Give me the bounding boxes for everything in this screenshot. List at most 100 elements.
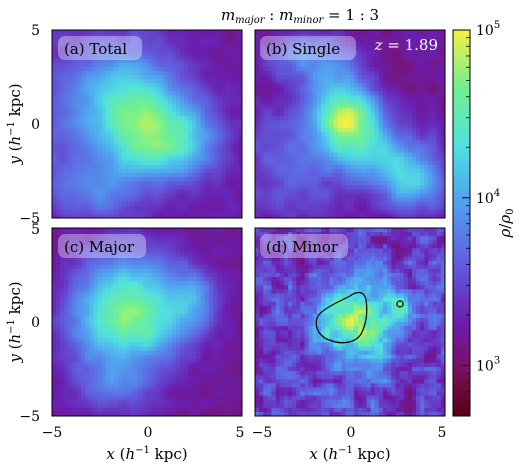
heatmap-cell xyxy=(225,95,231,101)
heatmap-cell xyxy=(159,34,165,39)
heatmap-cell xyxy=(89,70,94,76)
heatmap-cell xyxy=(126,46,132,52)
heatmap-cell xyxy=(432,58,438,64)
heatmap-cell xyxy=(188,140,194,146)
heatmap-cell xyxy=(184,74,189,80)
heatmap-cell xyxy=(208,50,214,56)
heatmap-cell xyxy=(105,30,111,35)
heatmap-cell xyxy=(101,160,107,166)
heatmap-cell xyxy=(391,111,397,117)
heatmap-cell xyxy=(362,103,368,109)
heatmap-cell xyxy=(321,213,326,218)
heatmap-cell xyxy=(283,119,289,125)
heatmap-cell xyxy=(155,54,160,60)
heatmap-cell xyxy=(52,326,57,331)
heatmap-cell xyxy=(159,83,165,88)
heatmap-cell xyxy=(180,164,185,170)
heatmap-cell xyxy=(80,277,86,282)
heatmap-c xyxy=(52,228,242,416)
heatmap-cell xyxy=(296,111,302,117)
heatmap-cell xyxy=(383,185,388,190)
heatmap-cell xyxy=(308,119,314,125)
heatmap-cell xyxy=(204,164,210,170)
heatmap-cell xyxy=(370,181,376,186)
heatmap-cell xyxy=(64,338,70,344)
heatmap-cell xyxy=(159,144,165,150)
heatmap-cell xyxy=(221,140,227,146)
heatmap-cell xyxy=(64,366,70,372)
heatmap-cell xyxy=(416,46,421,52)
heatmap-cell xyxy=(428,205,434,211)
heatmap-cell xyxy=(80,148,86,154)
heatmap-cell xyxy=(64,248,70,254)
heatmap-cell xyxy=(97,322,103,327)
heatmap-cell xyxy=(217,140,222,146)
heatmap-cell xyxy=(300,140,306,146)
heatmap-cell xyxy=(374,46,380,52)
heatmap-cell xyxy=(118,156,123,162)
heatmap-cell xyxy=(217,189,222,195)
heatmap-cell xyxy=(60,197,65,203)
heatmap-cell xyxy=(101,46,107,52)
heatmap-cell xyxy=(354,168,359,174)
heatmap-cell xyxy=(283,152,289,158)
heatmap-cell xyxy=(138,103,144,109)
heatmap-cell xyxy=(60,119,65,125)
heatmap-cell xyxy=(308,193,314,199)
heatmap-cell xyxy=(345,160,351,166)
heatmap-cell xyxy=(85,197,90,203)
heatmap-cell xyxy=(184,107,189,113)
heatmap-cell xyxy=(321,58,326,64)
heatmap-cell xyxy=(292,50,297,56)
heatmap-cell xyxy=(424,209,430,215)
heatmap-cell xyxy=(85,213,90,218)
heatmap-cell xyxy=(420,209,425,215)
heatmap-cell xyxy=(101,228,107,233)
heatmap-cell xyxy=(89,228,94,233)
heatmap-cell xyxy=(279,54,285,60)
heatmap-cell xyxy=(255,79,260,84)
heatmap-cell xyxy=(167,91,173,96)
heatmap-cell xyxy=(60,338,65,344)
heatmap-cell xyxy=(267,140,273,146)
heatmap-cell xyxy=(403,91,409,96)
heatmap-cell xyxy=(97,62,103,68)
heatmap-cell xyxy=(118,95,123,101)
heatmap-cell xyxy=(93,152,99,158)
heatmap-cell xyxy=(213,213,218,218)
heatmap-cell xyxy=(180,66,185,72)
heatmap-cell xyxy=(370,156,376,162)
heatmap-cell xyxy=(155,201,160,207)
heatmap-cell xyxy=(80,164,86,170)
heatmap-cell xyxy=(138,213,144,218)
heatmap-cell xyxy=(72,244,78,250)
heatmap-cell xyxy=(399,128,405,133)
heatmap-cell xyxy=(97,232,103,237)
heatmap-cell xyxy=(329,144,335,150)
heatmap-cell xyxy=(204,124,210,129)
heatmap-cell xyxy=(411,30,417,35)
heatmap-cell xyxy=(80,209,86,215)
heatmap-cell xyxy=(267,34,273,39)
heatmap-cell xyxy=(76,213,82,218)
heatmap-cell xyxy=(370,144,376,150)
heatmap-cell xyxy=(60,379,65,384)
heatmap-cell xyxy=(52,168,57,174)
heatmap-cell xyxy=(374,124,380,129)
heatmap-cell xyxy=(64,197,70,203)
heatmap-cell xyxy=(403,197,409,203)
heatmap-cell xyxy=(267,132,273,137)
heatmap-cell xyxy=(329,99,335,105)
heatmap-cell xyxy=(275,168,281,174)
heatmap-cell xyxy=(122,213,127,218)
heatmap-cell xyxy=(147,70,152,76)
heatmap-cell xyxy=(118,115,123,121)
heatmap-cell xyxy=(217,38,222,43)
heatmap-cell xyxy=(383,62,388,68)
heatmap-cell xyxy=(378,30,384,35)
heatmap-cell xyxy=(93,313,99,319)
heatmap-cell xyxy=(255,99,260,105)
heatmap-cell xyxy=(358,205,363,211)
heatmap-cell xyxy=(420,62,425,68)
heatmap-cell xyxy=(80,338,86,344)
